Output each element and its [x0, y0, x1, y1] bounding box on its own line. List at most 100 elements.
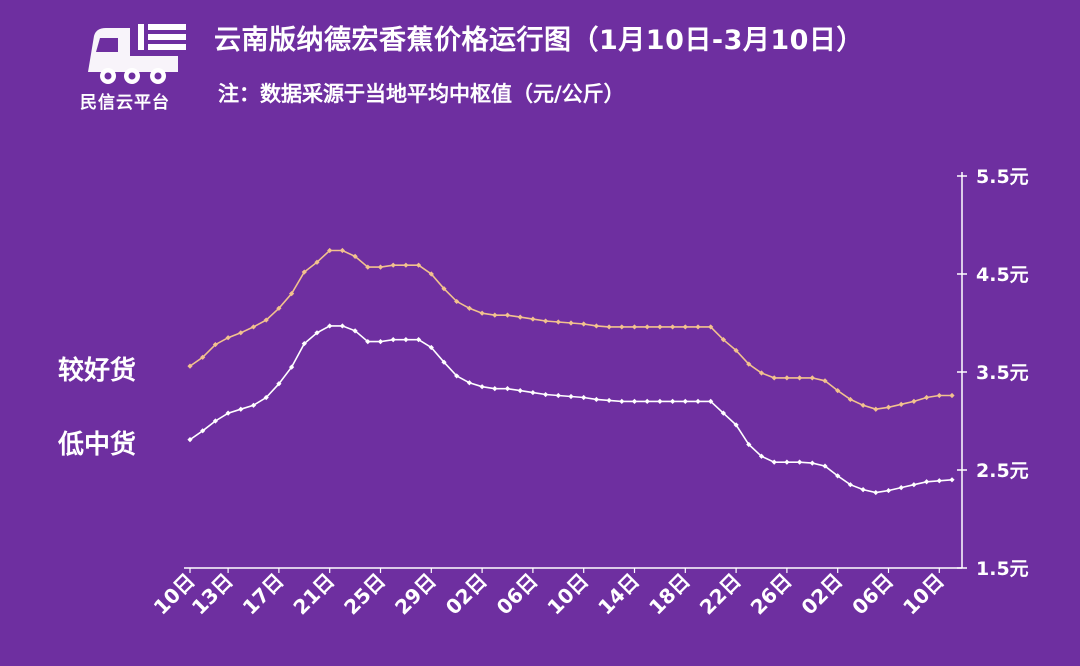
data-point-good [555, 319, 561, 325]
data-point-low [238, 406, 244, 412]
data-point-low [200, 428, 206, 434]
data-point-good [581, 321, 587, 327]
data-point-low [492, 386, 498, 392]
data-point-low [593, 396, 599, 403]
data-point-low [441, 359, 447, 365]
data-point-good [212, 341, 218, 348]
data-point-low [873, 489, 879, 496]
data-point-good [682, 324, 688, 330]
data-point-low [428, 344, 434, 351]
data-point-low [746, 441, 752, 448]
series-label-good: 较好货 [58, 356, 137, 386]
data-point-good [670, 324, 676, 330]
series-line-low [189, 325, 953, 494]
data-point-good [809, 375, 815, 381]
data-point-low [352, 328, 358, 334]
data-point-good [898, 401, 904, 407]
data-point-low [860, 487, 866, 493]
data-point-good [885, 404, 892, 410]
data-point-good [568, 320, 574, 326]
series-label-low: 低中货 [58, 430, 137, 460]
data-point-low [276, 381, 282, 387]
data-point-good [479, 310, 485, 316]
data-point-low [479, 384, 485, 390]
data-point-good [771, 375, 777, 381]
x-tick-label: 02日 [796, 569, 847, 620]
data-point-good [492, 312, 498, 318]
x-tick-label: 14日 [593, 569, 644, 620]
x-tick-label: 10日 [542, 569, 593, 620]
data-point-low [327, 323, 333, 329]
x-tick-label: 10日 [898, 569, 949, 620]
x-tick-label: 18日 [644, 569, 695, 620]
data-point-good [428, 271, 434, 277]
data-point-low [517, 388, 523, 394]
data-point-low [289, 364, 295, 370]
data-point-good [301, 269, 307, 275]
data-point-low [644, 398, 650, 404]
y-tick-label: 2.5元 [976, 460, 1029, 482]
data-point-good [225, 335, 231, 341]
x-tick-label: 21日 [288, 569, 339, 620]
data-point-good [924, 394, 930, 401]
data-point-low [504, 386, 511, 392]
data-point-good [606, 324, 612, 330]
data-point-low [301, 340, 307, 347]
x-tick-label: 26日 [746, 569, 797, 620]
data-point-good [657, 324, 663, 330]
data-point-good [530, 316, 536, 322]
data-point-low [936, 478, 942, 484]
logo-text: 民信云平台 [80, 93, 170, 113]
data-point-good [390, 262, 396, 268]
data-point-low [822, 463, 828, 469]
data-point-low [784, 459, 790, 465]
data-point-low [797, 459, 803, 465]
data-point-low [530, 389, 536, 396]
data-point-good [758, 370, 765, 376]
data-point-good [200, 354, 206, 360]
data-point-good [733, 347, 739, 354]
data-point-low [619, 398, 625, 404]
data-point-low [720, 410, 726, 416]
data-point-good [619, 324, 625, 330]
x-tick-label: 29日 [390, 569, 441, 620]
data-point-good [797, 375, 803, 381]
data-point-low [631, 398, 638, 404]
data-point-good [441, 286, 447, 292]
data-point-low [809, 460, 815, 466]
data-point-low [212, 418, 218, 424]
data-point-good [936, 392, 942, 399]
x-tick-label: 02日 [441, 569, 492, 620]
x-tick-label: 22日 [695, 569, 746, 620]
data-point-good [238, 330, 244, 336]
data-point-low [581, 394, 587, 401]
chart-subtitle: 注：数据采源于当地平均中枢值（元/公斤） [218, 82, 625, 106]
data-point-good [289, 291, 295, 297]
data-point-low [733, 422, 739, 428]
data-point-good [466, 305, 472, 311]
data-point-good [263, 317, 269, 323]
data-point-low [949, 477, 955, 483]
data-point-low [314, 330, 320, 336]
data-point-good [593, 323, 599, 329]
data-point-low [339, 323, 345, 329]
data-point-good [784, 375, 790, 381]
y-tick-label: 4.5元 [976, 264, 1029, 286]
data-point-low [911, 482, 917, 488]
data-point-low [390, 337, 396, 343]
data-point-low [263, 394, 269, 401]
data-point-good [695, 324, 701, 330]
data-point-low [898, 485, 904, 491]
data-point-low [695, 398, 701, 404]
data-point-good [403, 262, 409, 268]
data-point-low [225, 410, 231, 416]
data-point-low [543, 391, 549, 398]
data-point-low [454, 373, 460, 379]
data-point-good [822, 378, 828, 384]
data-point-low [758, 453, 765, 459]
data-point-good [873, 406, 879, 412]
x-tick-label: 25日 [339, 569, 390, 620]
data-point-low [657, 398, 663, 404]
data-point-good [352, 253, 358, 259]
